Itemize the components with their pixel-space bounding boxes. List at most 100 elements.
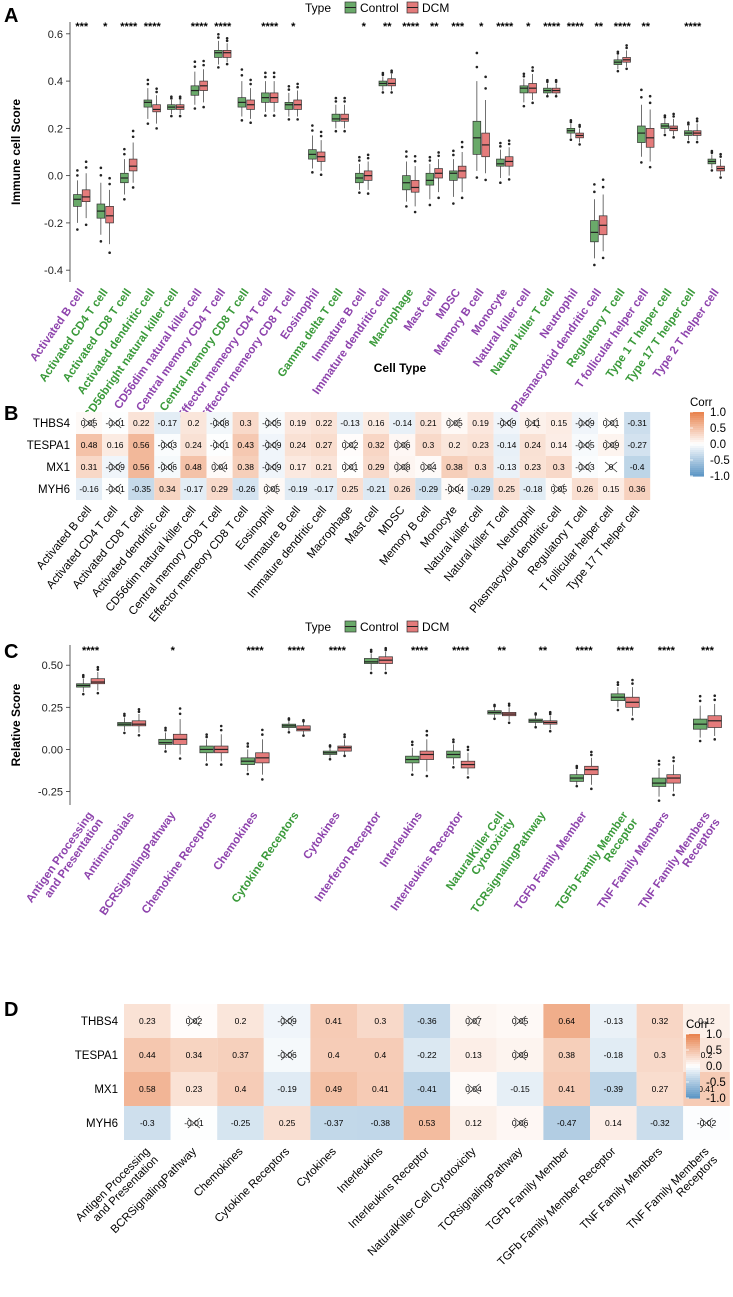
colorbar-segment	[686, 1092, 700, 1095]
outlier-point	[405, 155, 408, 158]
outlier-point	[672, 136, 675, 139]
box-control	[158, 738, 173, 745]
outlier-point	[170, 114, 173, 118]
heatmap-cell	[337, 478, 364, 500]
outlier-point	[146, 78, 150, 82]
colorbar-segment	[686, 1060, 700, 1063]
heatmap-cell	[571, 478, 598, 500]
type-legend: Type Control DCM	[305, 620, 449, 634]
outlier-point	[590, 787, 593, 791]
heatmap-column-label: TCRsignalingPathway	[437, 1145, 526, 1234]
heatmap-cell-value: -0.29	[419, 484, 439, 494]
heatmap-cell	[102, 434, 129, 456]
significance-marker: *	[526, 21, 531, 33]
heatmap-cell	[493, 478, 520, 500]
outlier-point	[548, 710, 552, 714]
nonsig-cross	[467, 1015, 480, 1027]
outlier-point	[343, 733, 346, 736]
colorbar-segment	[690, 444, 704, 447]
heatmap-cell	[545, 434, 572, 456]
heatmap-cell-value: -0.36	[417, 1016, 437, 1026]
outlier-point	[261, 728, 264, 732]
heatmap-cell	[154, 412, 181, 434]
heatmap-cell-value: 0.16	[368, 418, 385, 428]
heatmap-cell-value: -0.21	[366, 484, 386, 494]
colorbar-segment	[686, 1084, 700, 1087]
heatmap-cell-value: 0.13	[465, 1050, 482, 1060]
colorbar-segment	[690, 420, 704, 423]
heatmap-cell-value: 0.3	[553, 462, 565, 472]
significance-marker: ****	[191, 21, 209, 33]
y-tick-label: -0.2	[44, 218, 63, 230]
heatmap-cell	[128, 434, 155, 456]
outlier-point	[272, 75, 276, 79]
outlier-point	[475, 51, 479, 55]
y-tick-label: 0.0	[48, 171, 63, 183]
heatmap-cell	[357, 1072, 404, 1106]
heatmap-cell	[310, 456, 337, 478]
outlier-point	[137, 733, 141, 737]
nonsig-cross	[280, 1049, 294, 1061]
heatmap-cell-value: 0.15	[551, 418, 568, 428]
colorbar-segment	[686, 1054, 700, 1057]
heatmap-cell-value: -0.27	[627, 440, 647, 450]
outlier-point	[631, 678, 634, 682]
heatmap-cell	[284, 478, 311, 500]
outlier-point	[84, 166, 88, 169]
significance-marker: *	[103, 21, 108, 33]
outlier-point	[466, 776, 470, 779]
outlier-point	[311, 124, 314, 127]
heatmap-cell-value: 0.41	[698, 1084, 715, 1094]
outlier-point	[648, 165, 652, 169]
significance-marker: *	[479, 21, 484, 33]
outlier-point	[499, 181, 502, 185]
outlier-point	[164, 750, 167, 753]
heatmap-cell-value: 0.24	[185, 440, 202, 450]
heatmap-cell	[441, 434, 468, 456]
nonsig-cross	[448, 483, 461, 495]
heatmap-cell-value: 0.26	[394, 484, 411, 494]
colorbar-segment	[690, 440, 704, 443]
box-control	[449, 170, 458, 181]
outlier-point	[358, 155, 361, 159]
heatmap-cell	[496, 1072, 544, 1106]
outlier-point	[137, 710, 141, 713]
outlier-point	[405, 150, 408, 153]
box-control	[637, 125, 646, 143]
outlier-point	[657, 763, 661, 766]
outlier-point	[569, 138, 573, 142]
heatmap-cell	[310, 1004, 357, 1038]
outlier-point	[593, 190, 596, 194]
nonsig-cross	[578, 439, 592, 451]
outlier-point	[452, 202, 455, 205]
significance-marker: *	[291, 21, 296, 33]
outlier-point	[672, 759, 675, 763]
heatmap-cell	[441, 456, 468, 478]
colorbar-segment	[686, 1070, 700, 1073]
heatmap-row-label: MYH6	[86, 1118, 118, 1130]
heatmap-cell-value: 0.38	[237, 462, 254, 472]
panel-letter-c: C	[4, 641, 18, 663]
outlier-point	[601, 256, 605, 260]
heatmap-cell-value: 0.32	[368, 440, 385, 450]
heatmap-cell-value: 0.16	[107, 440, 124, 450]
heatmap-cell	[357, 1106, 404, 1140]
heatmap-cell	[76, 434, 103, 456]
heatmap-cell-value: 0.37	[232, 1050, 249, 1060]
outlier-point	[531, 66, 534, 69]
nonsig-cross	[513, 1117, 527, 1129]
colorbar-segment	[686, 1076, 700, 1079]
category-label: Chemokine Receptors	[140, 810, 219, 916]
panel-letter-b: B	[4, 403, 18, 425]
heatmap-cell	[217, 1106, 264, 1140]
heatmap-cell-value: 0.2	[701, 1050, 713, 1060]
heatmap-cell	[467, 412, 494, 434]
heatmap-cell	[415, 478, 442, 500]
heatmap-cell-value: 0.23	[524, 462, 541, 472]
nonsig-cross	[343, 461, 357, 473]
heatmap-cell-value: 0.43	[237, 440, 254, 450]
outlier-point	[358, 191, 361, 194]
heatmap-cell	[624, 456, 651, 478]
heatmap-cell	[284, 412, 311, 434]
colorbar-segment	[686, 1088, 700, 1091]
